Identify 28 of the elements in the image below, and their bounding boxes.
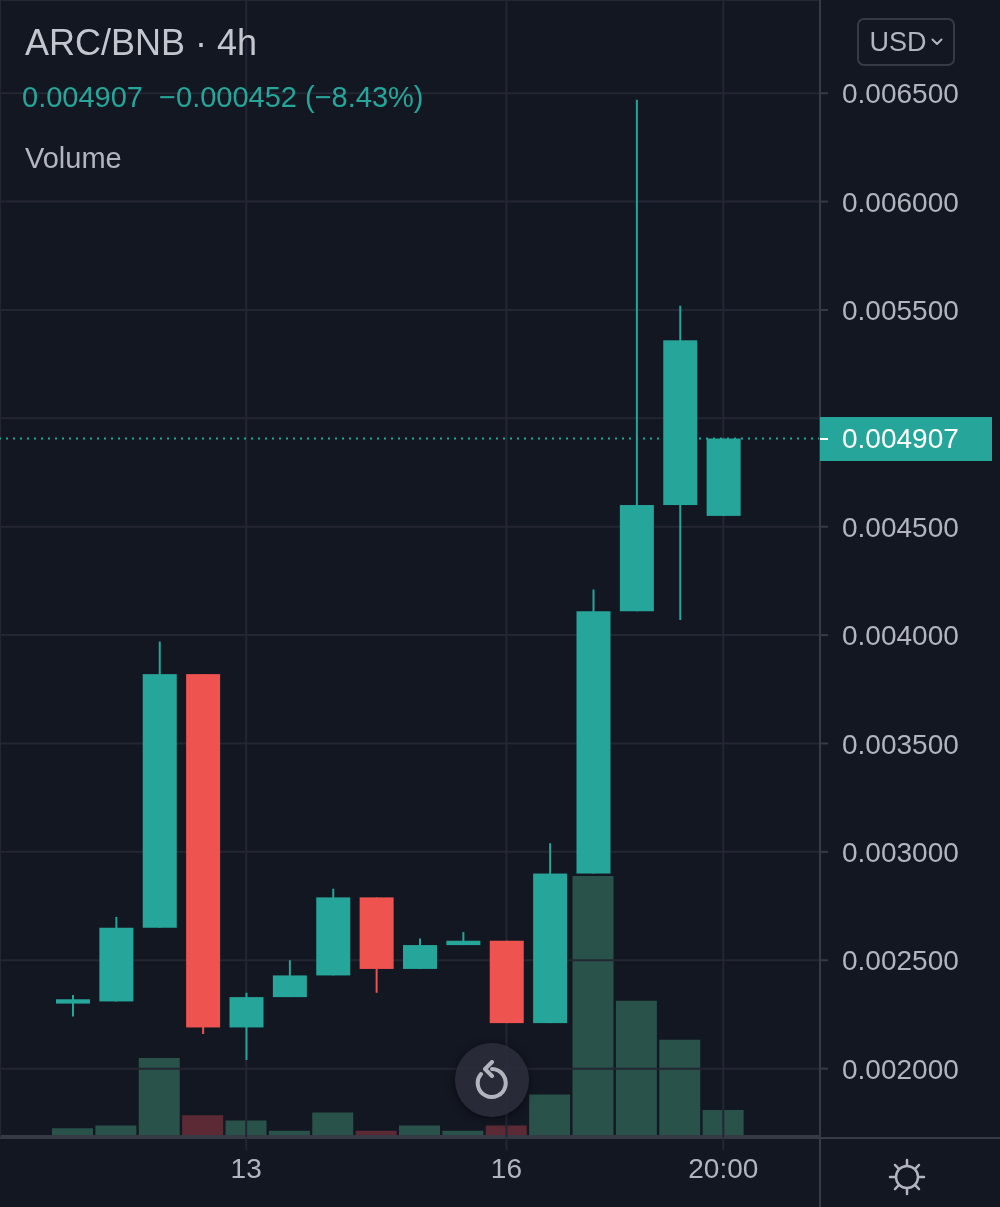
text: ARC/BNB · 4h [25,22,258,64]
bar [615,1000,657,1136]
y-axis-title: USD [869,26,927,58]
bar [312,1112,354,1136]
bar [182,1115,224,1136]
y-tick-label: 0.002500 [842,945,959,977]
bar [529,1094,571,1136]
y-tick-label: 0.003000 [842,836,959,868]
bar [659,1039,701,1136]
x-tick-label: 20:00 [688,1153,759,1184]
y-tick-label: 0.005500 [842,295,959,327]
bar [702,1110,744,1136]
x-tick-label: 16 [490,1153,523,1184]
y-tick-label: 0.004500 [842,511,959,543]
bar [225,1120,267,1136]
y-tick-label: 0.002000 [842,1053,959,1085]
text: 0.004907 −0.000452 (−8.43%) [22,81,424,114]
bar [52,1128,93,1136]
bar [138,1058,180,1136]
y-tick-label: 0.004000 [842,620,959,652]
dropdown-button: USD [857,18,955,66]
candlestick [56,993,90,1018]
x-tick-label: 13 [230,1153,262,1184]
chart-title: Volume [25,142,122,175]
y-tick-label: 0.003500 [842,728,959,760]
y-tick-label: 0.006500 [842,78,959,110]
ref-line-label: 0.004907 [842,422,959,455]
y-tick-label: 0.006000 [842,186,959,218]
